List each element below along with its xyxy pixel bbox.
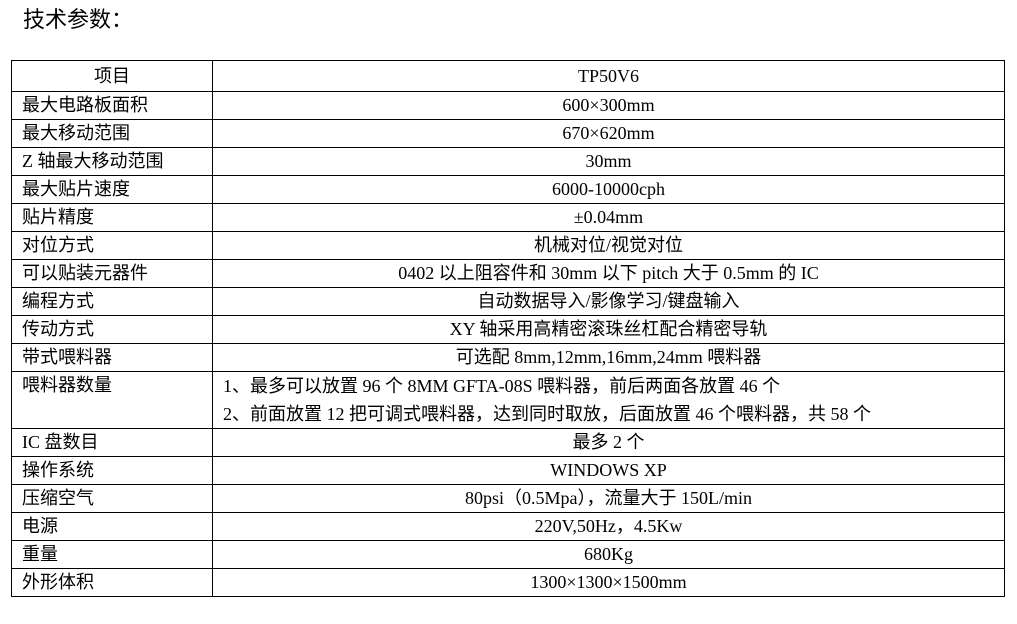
spec-value: 6000-10000cph — [212, 175, 1005, 204]
spec-label: 外形体积 — [11, 568, 213, 597]
spec-label: 可以贴装元器件 — [11, 259, 213, 288]
table-row: 可以贴装元器件 0402 以上阻容件和 30mm 以下 pitch 大于 0.5m… — [11, 259, 1005, 288]
spec-value: XY 轴采用高精密滚珠丝杠配合精密导轨 — [212, 315, 1005, 344]
table-row: 最大移动范围 670×620mm — [11, 119, 1005, 148]
header-model: TP50V6 — [212, 60, 1005, 92]
table-row: IC 盘数目 最多 2 个 — [11, 428, 1005, 457]
spec-label: 编程方式 — [11, 287, 213, 316]
table-row: 重量 680Kg — [11, 540, 1005, 569]
table-header-row: 项目 TP50V6 — [11, 60, 1005, 92]
spec-value: 670×620mm — [212, 119, 1005, 148]
spec-label: 传动方式 — [11, 315, 213, 344]
spec-value: 30mm — [212, 147, 1005, 176]
header-item: 项目 — [11, 60, 213, 92]
section-title: 技术参数： — [23, 7, 134, 32]
table-row: 对位方式 机械对位/视觉对位 — [11, 231, 1005, 260]
spec-label: 压缩空气 — [11, 484, 213, 513]
spec-label: Z 轴最大移动范围 — [11, 147, 213, 176]
spec-value: 可选配 8mm,12mm,16mm,24mm 喂料器 — [212, 343, 1005, 372]
spec-value: 680Kg — [212, 540, 1005, 569]
spec-value: 自动数据导入/影像学习/键盘输入 — [212, 287, 1005, 316]
spec-label: 操作系统 — [11, 456, 213, 485]
table-row: 最大电路板面积 600×300mm — [11, 91, 1005, 120]
feeder-line-2: 2、前面放置 12 把可调式喂料器，达到同时取放，后面放置 46 个喂料器，共 … — [223, 404, 871, 424]
spec-label: IC 盘数目 — [11, 428, 213, 457]
table-row: 带式喂料器 可选配 8mm,12mm,16mm,24mm 喂料器 — [11, 343, 1005, 372]
spec-label: 带式喂料器 — [11, 343, 213, 372]
table-row: 电源 220V,50Hz，4.5Kw — [11, 512, 1005, 541]
table-row: 外形体积 1300×1300×1500mm — [11, 568, 1005, 597]
table-row: 操作系统 WINDOWS XP — [11, 456, 1005, 485]
spec-label: 喂料器数量 — [11, 371, 213, 429]
table-row: 传动方式 XY 轴采用高精密滚珠丝杠配合精密导轨 — [11, 315, 1005, 344]
spec-label: 贴片精度 — [11, 203, 213, 232]
spec-table: 项目 TP50V6 最大电路板面积 600×300mm 最大移动范围 670×620m… — [11, 60, 1005, 597]
spec-value: 80psi（0.5Mpa），流量大于 150L/min — [212, 484, 1005, 513]
spec-value: ±0.04mm — [212, 203, 1005, 232]
table-row: 贴片精度 ±0.04mm — [11, 203, 1005, 232]
spec-label: 对位方式 — [11, 231, 213, 260]
spec-value: 1、最多可以放置 96 个 8MM GFTA-08S 喂料器，前后两面各放置 4… — [212, 371, 1005, 429]
spec-value: 220V,50Hz，4.5Kw — [212, 512, 1005, 541]
spec-value: 机械对位/视觉对位 — [212, 231, 1005, 260]
spec-label: 电源 — [11, 512, 213, 541]
spec-value: 最多 2 个 — [212, 428, 1005, 457]
spec-value: 600×300mm — [212, 91, 1005, 120]
table-row: 压缩空气 80psi（0.5Mpa），流量大于 150L/min — [11, 484, 1005, 513]
spec-label: 最大贴片速度 — [11, 175, 213, 204]
feeder-line-1: 1、最多可以放置 96 个 8MM GFTA-08S 喂料器，前后两面各放置 4… — [223, 376, 781, 396]
spec-label: 最大移动范围 — [11, 119, 213, 148]
spec-label: 最大电路板面积 — [11, 91, 213, 120]
table-row-feeder-count: 喂料器数量 1、最多可以放置 96 个 8MM GFTA-08S 喂料器，前后两面… — [11, 371, 1005, 429]
spec-label: 重量 — [11, 540, 213, 569]
table-row: Z 轴最大移动范围 30mm — [11, 147, 1005, 176]
spec-value: 0402 以上阻容件和 30mm 以下 pitch 大于 0.5mm 的 IC — [212, 259, 1005, 288]
spec-value: 1300×1300×1500mm — [212, 568, 1005, 597]
spec-value: WINDOWS XP — [212, 456, 1005, 485]
table-row: 编程方式 自动数据导入/影像学习/键盘输入 — [11, 287, 1005, 316]
table-row: 最大贴片速度 6000-10000cph — [11, 175, 1005, 204]
